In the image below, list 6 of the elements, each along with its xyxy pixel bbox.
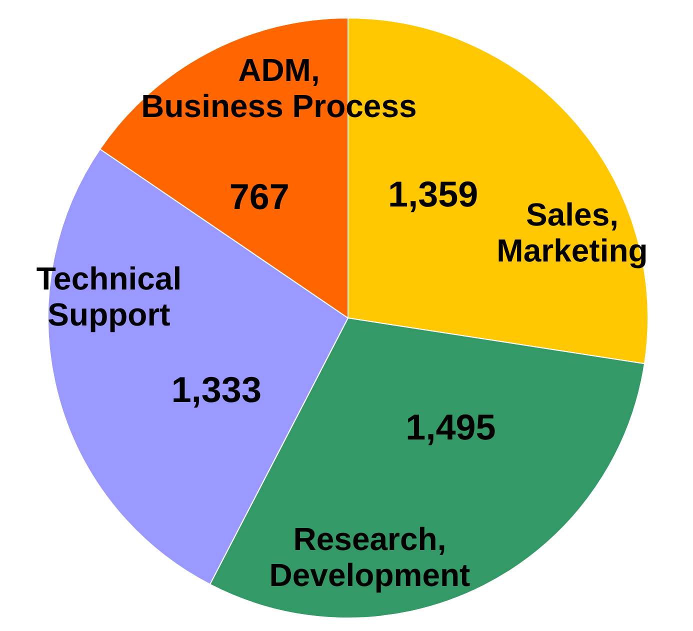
data-label: 1,333 — [171, 369, 262, 410]
data-label: 1,359 — [388, 173, 478, 214]
slice-label: Research, Development — [269, 521, 471, 594]
slice-label: Technical Support — [36, 260, 182, 332]
data-label: 1,495 — [406, 406, 496, 448]
data-label: 767 — [229, 176, 290, 217]
